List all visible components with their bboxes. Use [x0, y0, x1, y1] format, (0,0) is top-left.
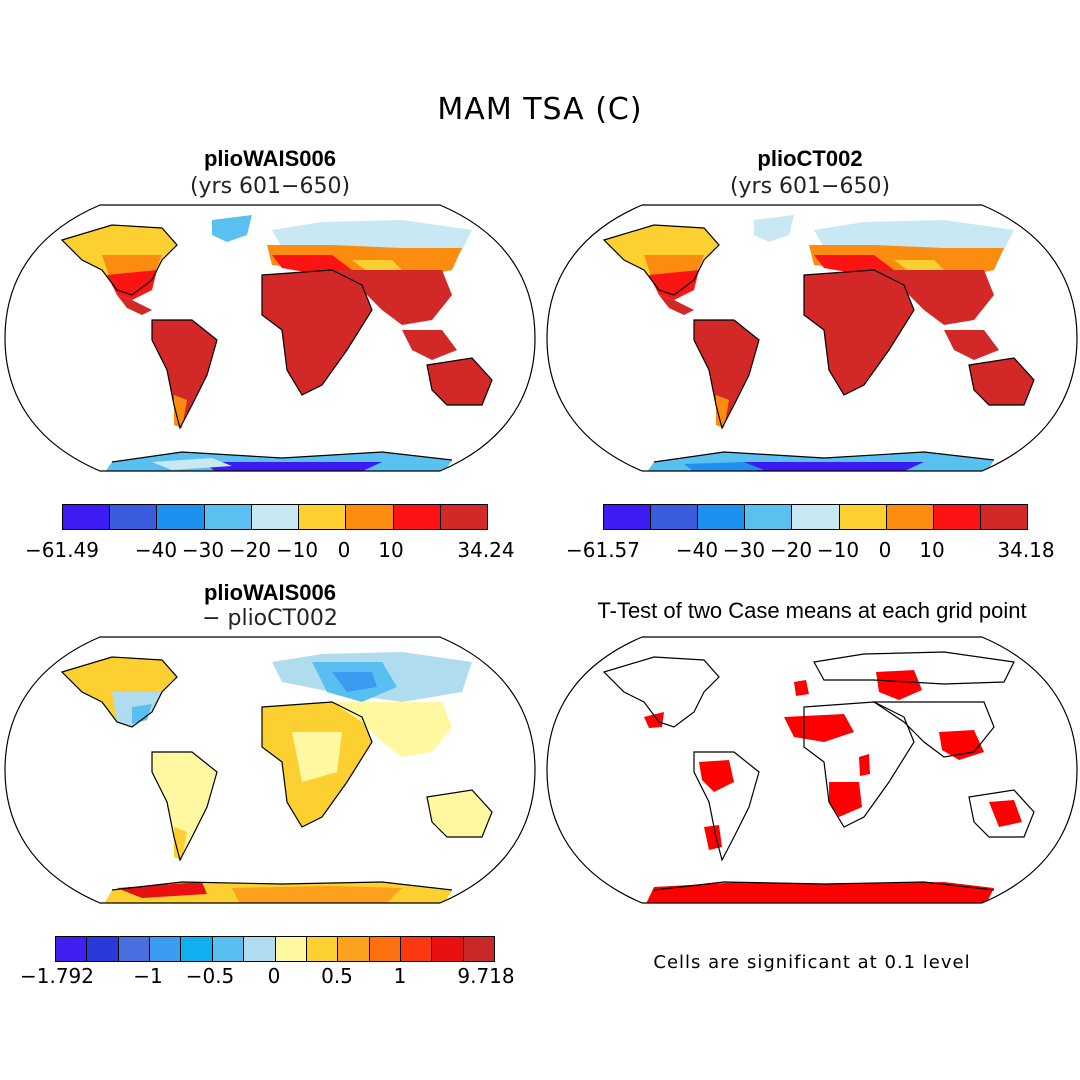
colorbar-swatch: [251, 505, 300, 529]
panel-subtitle-years: (yrs 601−650): [729, 174, 891, 199]
colorbar-tick: −1: [133, 964, 163, 988]
colorbar-swatch: [698, 505, 746, 529]
map-difference-tsa: [4, 636, 536, 904]
map-plioCT002-tsa: [546, 204, 1078, 472]
colorbar-tick: −10: [816, 538, 860, 562]
colorbar-swatch: [604, 505, 652, 529]
colorbar-swatch: [118, 937, 151, 961]
colorbar-swatch: [651, 505, 699, 529]
colorbar-swatch: [886, 505, 934, 529]
colorbar-tick: −30: [181, 538, 225, 562]
colorbar-top-right: [603, 504, 1028, 530]
colorbar-swatch: [980, 505, 1027, 529]
colorbar-tick: 0: [267, 964, 281, 988]
colorbar-tick: −40: [675, 538, 719, 562]
colorbar-tick: 10: [378, 538, 404, 562]
panel-subtitle-years: (yrs 601−650): [189, 174, 351, 199]
colorbar-swatch: [432, 937, 464, 961]
significance-note: Cells are significant at 0.1 level: [653, 952, 971, 973]
colorbar-bottom-left: [55, 936, 495, 962]
colorbar-swatch: [792, 505, 840, 529]
map-ttest-significance: [546, 636, 1078, 904]
colorbar-tick: 0: [337, 538, 351, 562]
colorbar-swatch: [369, 937, 401, 961]
map-plioWAIS006-tsa: [4, 204, 536, 472]
colorbar-swatch: [338, 937, 370, 961]
colorbar-swatch: [87, 937, 119, 961]
colorbar-swatch: [150, 937, 182, 961]
colorbar-swatch: [400, 937, 433, 961]
colorbar-swatch: [346, 505, 394, 529]
colorbar-tick: −61.49: [24, 538, 100, 562]
colorbar-tick: −61.57: [565, 538, 641, 562]
colorbar-swatch: [440, 505, 487, 529]
panel-title-plioCT002: plioCT002: [757, 146, 863, 171]
colorbar-tick: −0.5: [185, 964, 235, 988]
colorbar-tick: 10: [919, 538, 945, 562]
panel-title-ttest: T-Test of two Case means at each grid po…: [597, 598, 1027, 623]
colorbar-tick: −1.792: [19, 964, 95, 988]
colorbar-tick: −20: [769, 538, 813, 562]
colorbar-swatch: [933, 505, 981, 529]
colorbar-swatch: [157, 505, 205, 529]
colorbar-top-left: [62, 504, 488, 530]
colorbar-swatch: [63, 505, 111, 529]
colorbar-tick: 34.24: [457, 538, 515, 562]
colorbar-swatch: [56, 937, 88, 961]
colorbar-swatch: [306, 937, 339, 961]
panel-title-plioWAIS006: plioWAIS006: [203, 146, 337, 171]
colorbar-tick: −30: [722, 538, 766, 562]
colorbar-tick: 0.5: [321, 964, 353, 988]
colorbar-swatch: [212, 937, 245, 961]
colorbar-swatch: [181, 937, 213, 961]
colorbar-swatch: [110, 505, 158, 529]
colorbar-tick: 0: [878, 538, 892, 562]
colorbar-swatch: [393, 505, 441, 529]
panel-subtitle-minus-plioCT002: − plioCT002: [202, 606, 338, 631]
colorbar-swatch: [745, 505, 793, 529]
colorbar-tick: −20: [228, 538, 272, 562]
colorbar-tick: 1: [393, 964, 407, 988]
panel-title-difference: plioWAIS006: [203, 580, 337, 605]
colorbar-swatch: [275, 937, 307, 961]
colorbar-tick: −40: [134, 538, 178, 562]
colorbar-swatch: [299, 505, 347, 529]
colorbar-tick: 34.18: [997, 538, 1055, 562]
colorbar-tick: −10: [275, 538, 319, 562]
colorbar-swatch: [839, 505, 887, 529]
colorbar-swatch: [463, 937, 495, 961]
colorbar-tick: 9.718: [457, 964, 515, 988]
colorbar-swatch: [204, 505, 252, 529]
colorbar-swatch: [244, 937, 276, 961]
figure-title: MAM TSA (C): [437, 92, 643, 127]
